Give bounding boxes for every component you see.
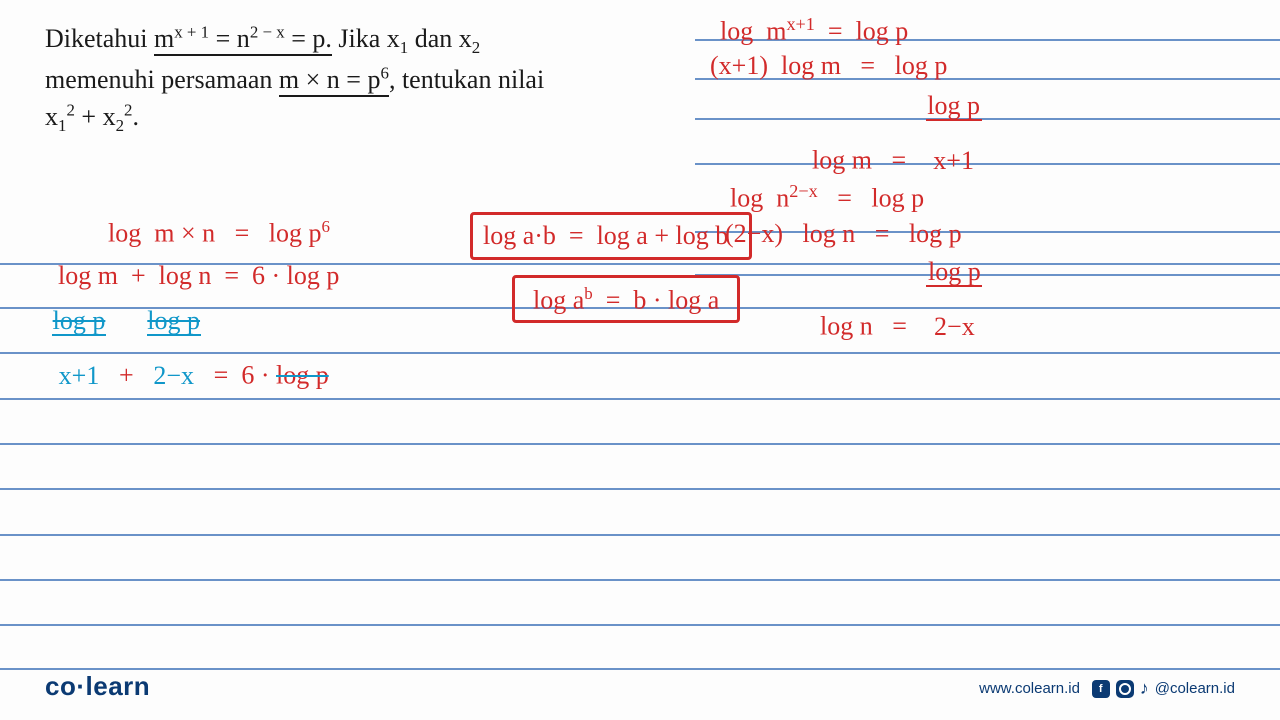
handwriting-line: log n = log p2−x	[820, 258, 982, 340]
tiktok-icon: ♪	[1140, 678, 1149, 699]
footer-socials: f ♪ @colearn.id	[1092, 678, 1235, 699]
brand-learn: learn	[86, 671, 151, 701]
handwriting-line: log m + log n = 6 · log p	[58, 262, 339, 289]
handwriting-line: log m = log px+1	[812, 92, 982, 174]
formula-power-rule: log ab = b · log a	[533, 284, 755, 316]
handwriting-line: log mx+1 = log p	[720, 15, 908, 45]
social-handle: @colearn.id	[1155, 680, 1235, 697]
problem-statement: Diketahui mx + 1 = n2 − x = p. Jika x1 d…	[45, 20, 665, 139]
formula-box-power-rule: log ab = b · log a	[512, 275, 740, 323]
brand-co: co	[45, 671, 76, 701]
handwriting-line: log n2−x = log p	[730, 182, 924, 212]
instagram-icon	[1116, 680, 1134, 698]
formula-product-rule: log a·b = log a + log b	[483, 221, 759, 251]
problem-line3: x12 + x22.	[45, 98, 665, 139]
problem-line2-post: , tentukan nilai	[389, 65, 544, 94]
problem-eq2: m × n = p6	[279, 65, 389, 97]
problem-eq1: mx + 1 = n2 − x = p.	[154, 24, 332, 56]
brand-logo: co·learn	[45, 671, 150, 702]
handwriting-line: log px+1 + log p2−x = 6 · log p	[52, 307, 329, 389]
facebook-icon: f	[1092, 680, 1110, 698]
handwriting-line: log m × n = log p6	[108, 218, 330, 247]
formula-box-product-rule: log a·b = log a + log b	[470, 212, 752, 260]
problem-post1: Jika x1 dan x2	[338, 24, 480, 53]
problem-pre: Diketahui	[45, 24, 154, 53]
handwriting-line: (2−x) log n = log p	[725, 220, 962, 247]
footer-url: www.colearn.id	[979, 680, 1080, 697]
handwriting-line: (x+1) log m = log p	[710, 52, 947, 79]
problem-line2-pre: memenuhi persamaan	[45, 65, 279, 94]
